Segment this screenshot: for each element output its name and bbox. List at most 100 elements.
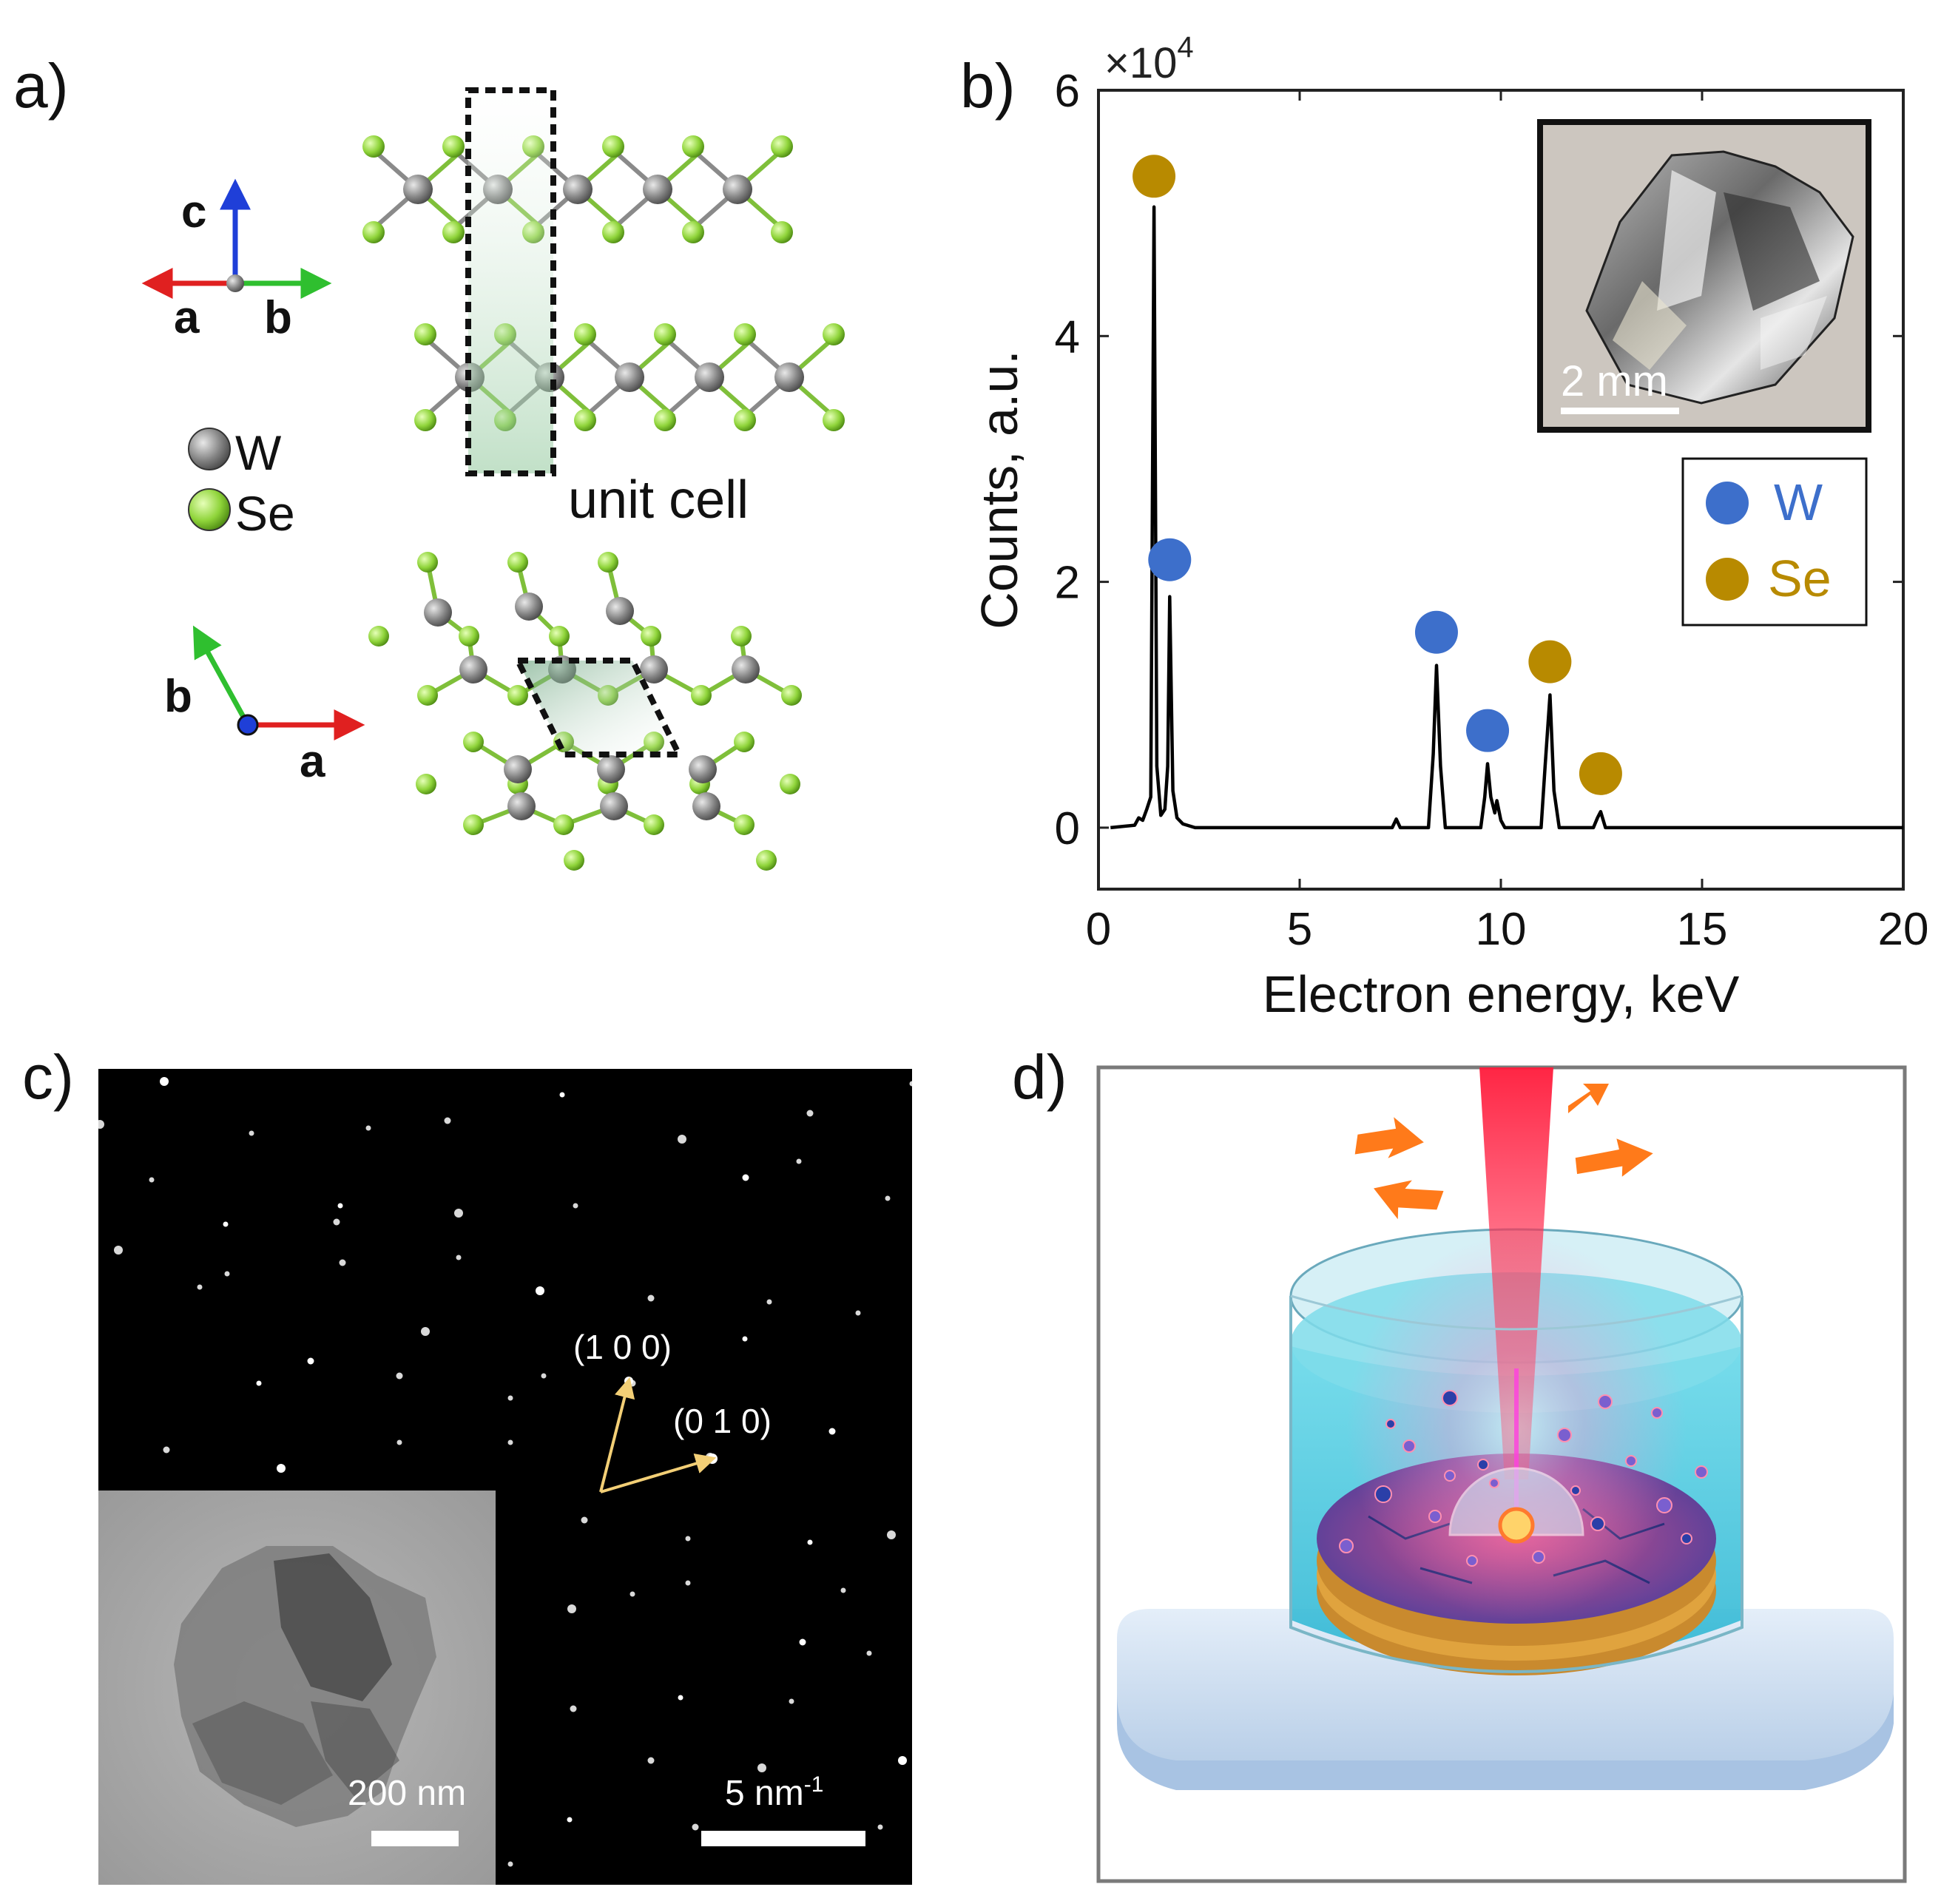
legend-box	[1681, 457, 1868, 627]
se-atom	[682, 221, 704, 243]
se-atom	[362, 221, 385, 243]
w-atom	[689, 755, 717, 783]
w-atom	[640, 655, 668, 683]
se-atom	[442, 221, 465, 243]
diffraction-spot	[692, 1823, 699, 1831]
unit-cell-top-rhombus	[513, 658, 684, 757]
w-atom	[723, 175, 752, 204]
exponent-label: ×104	[1104, 31, 1194, 87]
se-atom	[574, 323, 596, 345]
diffraction-spot	[567, 1604, 576, 1613]
diffraction-spot	[339, 1259, 346, 1266]
se-atom	[823, 323, 845, 345]
diffraction-spot	[365, 1125, 371, 1131]
arrow-left-bottom	[1374, 1180, 1444, 1220]
axes-triad-top: c a b	[141, 178, 332, 343]
chart-axes: 0 5 10 15 20 0 2 4 6	[1055, 66, 1929, 955]
w-atom	[695, 362, 724, 392]
panel-b-label: b)	[960, 51, 1016, 121]
diffraction-spot	[541, 1373, 547, 1379]
diffraction-spot	[799, 1638, 806, 1646]
legend-w-marker	[1706, 482, 1749, 524]
inset-scale-label: 2 mm	[1561, 357, 1668, 405]
diffraction-spot	[249, 1130, 254, 1136]
diffraction-spot	[807, 1539, 813, 1545]
diffraction-spot	[224, 1271, 230, 1277]
se-atom	[417, 685, 438, 706]
nanoparticle	[1466, 1555, 1478, 1567]
legend-se-text: Se	[1768, 550, 1832, 607]
axes-triad-bottom: b a	[164, 625, 365, 787]
se-atom	[682, 135, 704, 158]
se-atom	[641, 626, 661, 647]
w-atom	[507, 792, 536, 820]
diffraction-spot	[855, 1310, 861, 1316]
se-atom	[823, 409, 845, 431]
y-axis-label: Counts, a.u.	[970, 350, 1028, 629]
diffraction-spot	[160, 1077, 169, 1086]
se-atom	[417, 552, 438, 573]
w-atom	[515, 593, 543, 621]
x-tick-label: 5	[1287, 904, 1312, 955]
main-scale-bar	[701, 1831, 865, 1846]
diffraction-spot	[629, 1591, 635, 1597]
inset-scale-bar	[1561, 408, 1679, 414]
legend-w-label: W	[235, 425, 282, 480]
ablation-spot	[1498, 1507, 1535, 1544]
se-atom	[781, 685, 802, 706]
se-atom	[734, 409, 756, 431]
legend-w-text: W	[1774, 473, 1823, 531]
w-atom	[459, 655, 487, 683]
diffraction-spot	[877, 1824, 883, 1830]
diffraction-spot	[909, 1081, 912, 1087]
diffraction-spot	[98, 1120, 104, 1129]
nanoparticle	[1402, 1439, 1416, 1453]
x-tick-label: 0	[1086, 904, 1111, 955]
se-atom	[654, 323, 676, 345]
se-atom	[734, 732, 755, 752]
w-atom	[504, 755, 532, 783]
se-atom	[463, 732, 484, 752]
x-tick-label: 20	[1878, 904, 1929, 955]
se-atom-legend-icon	[188, 488, 231, 531]
arrow-right	[1575, 1138, 1653, 1177]
panel-b: b) ×104 0 5 10 15 20 0 2 4 6 Counts, a.u. Electr…	[960, 31, 1928, 1023]
nanoparticle	[1532, 1550, 1545, 1564]
diffraction-spot	[647, 1294, 655, 1302]
tem-inset: 200 nm	[98, 1491, 496, 1885]
w-atom	[692, 792, 720, 820]
se-atom	[414, 323, 436, 345]
c-axis-dot	[237, 714, 259, 736]
diffraction-spot	[742, 1174, 749, 1181]
diffraction-spot	[789, 1698, 794, 1704]
diffraction-spot	[444, 1117, 451, 1124]
spectrum-line	[1110, 205, 1903, 830]
diffraction-spot	[796, 1158, 802, 1164]
se-atom	[416, 774, 436, 794]
diffraction-spot	[766, 1299, 772, 1305]
se-atom	[553, 814, 574, 835]
diffraction-spot	[307, 1357, 314, 1365]
unit-cell-label: unit cell	[568, 470, 749, 530]
diffraction-spot	[887, 1530, 896, 1539]
diffraction-spot	[866, 1650, 872, 1656]
origin-atom	[226, 274, 244, 292]
diffraction-spot	[507, 1439, 513, 1445]
diffraction-spot	[163, 1446, 170, 1454]
diffraction-spot	[559, 1092, 565, 1098]
se-atom	[368, 626, 389, 647]
nanoparticle	[1442, 1390, 1458, 1406]
peak-marker-w	[1466, 709, 1510, 752]
panel-d-label: d)	[1012, 1042, 1067, 1112]
legend-se-marker	[1706, 558, 1749, 601]
se-atom	[507, 552, 528, 573]
diffraction-spot	[114, 1246, 123, 1255]
se-atom	[549, 626, 570, 647]
vial-wall	[1289, 1296, 1743, 1673]
se-atom	[602, 221, 624, 243]
diffraction-spot	[581, 1516, 588, 1524]
se-atom	[459, 626, 479, 647]
diffraction-spot	[507, 1861, 513, 1867]
nanoparticle	[1557, 1428, 1572, 1442]
peak-markers	[1132, 155, 1622, 795]
